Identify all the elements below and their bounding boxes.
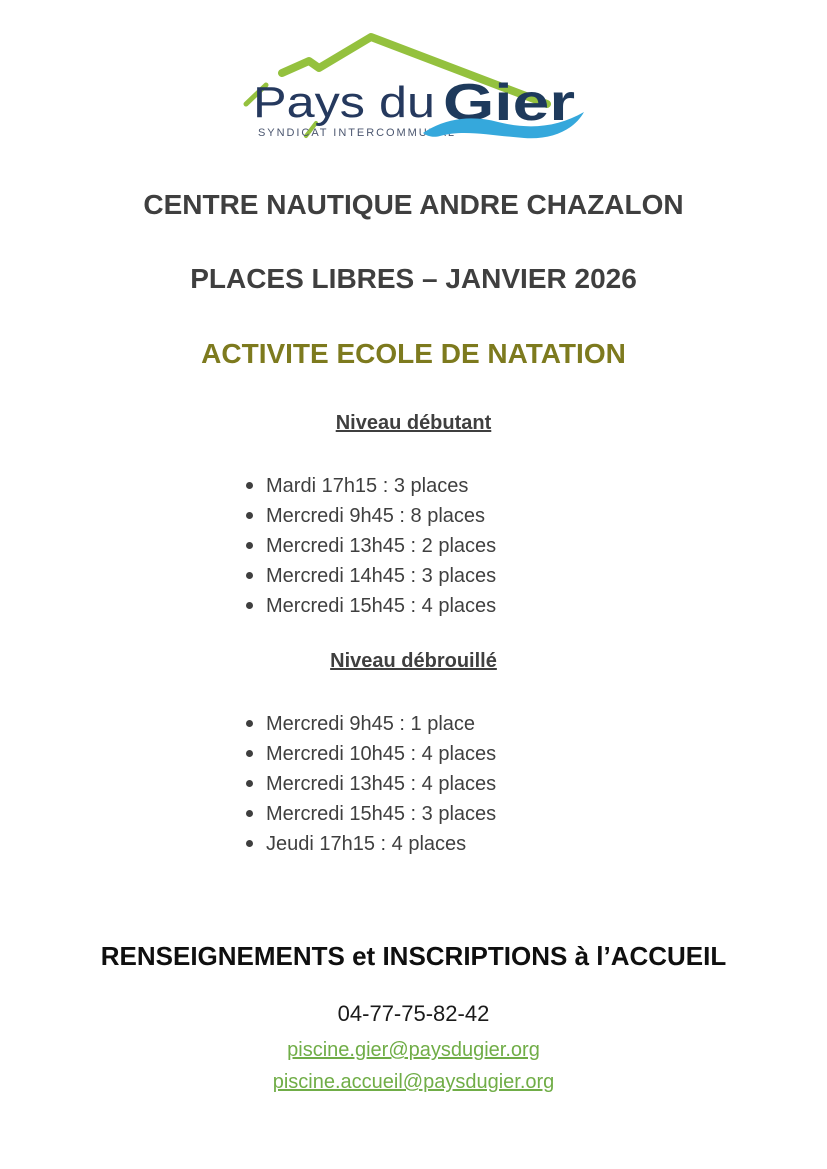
info-heading: RENSEIGNEMENTS et INSCRIPTIONS à l’ACCUE… bbox=[100, 940, 727, 971]
email-link-accueil[interactable]: piscine.accueil@paysdugier.org bbox=[272, 1071, 555, 1094]
list-item: Mercredi 14h45 : 3 places bbox=[243, 561, 827, 591]
mountain-icon bbox=[277, 33, 551, 108]
logo-subtitle: SYNDICAT INTERCOMMUNAL bbox=[258, 127, 454, 139]
level-heading-debutant: Niveau débutant bbox=[335, 411, 492, 434]
green-slash-icon bbox=[303, 121, 318, 138]
list-item: Mercredi 13h45 : 4 places bbox=[243, 769, 827, 799]
email-line: piscine.gier@paysdugier.org bbox=[0, 1035, 827, 1067]
email-links: piscine.gier@paysdugier.org piscine.accu… bbox=[0, 1035, 827, 1099]
slots-list-debutant: Mardi 17h15 : 3 places Mercredi 9h45 : 8… bbox=[0, 471, 827, 621]
phone-number: 04-77-75-82-42 bbox=[337, 1000, 490, 1026]
wave-icon bbox=[422, 112, 584, 139]
page-subtitle: PLACES LIBRES – JANVIER 2026 bbox=[190, 262, 637, 294]
activity-heading: ACTIVITE ECOLE DE NATATION bbox=[201, 338, 626, 370]
list-item: Mercredi 9h45 : 8 places bbox=[243, 501, 827, 531]
page-title: CENTRE NAUTIQUE ANDRE CHAZALON bbox=[143, 189, 684, 220]
slots-list-debrouille: Mercredi 9h45 : 1 place Mercredi 10h45 :… bbox=[0, 709, 827, 859]
list-item: Mercredi 10h45 : 4 places bbox=[243, 739, 827, 769]
list-item: Mercredi 9h45 : 1 place bbox=[243, 709, 827, 739]
green-slash-icon bbox=[243, 82, 268, 107]
list-item: Mercredi 13h45 : 2 places bbox=[243, 531, 827, 561]
list-item: Mercredi 15h45 : 4 places bbox=[243, 591, 827, 621]
email-line: piscine.accueil@paysdugier.org bbox=[0, 1067, 827, 1099]
pays-du-gier-logo: Pays du Gier SYNDICAT INTERCOMMUNAL bbox=[0, 28, 827, 146]
list-item: Mardi 17h15 : 3 places bbox=[243, 471, 827, 501]
list-item: Mercredi 15h45 : 3 places bbox=[243, 799, 827, 829]
list-item: Jeudi 17h15 : 4 places bbox=[243, 829, 827, 859]
pays-du-gier-logo-graphic: Pays du Gier SYNDICAT INTERCOMMUNAL bbox=[243, 33, 584, 139]
level-heading-debrouille: Niveau débrouillé bbox=[330, 649, 497, 672]
logo-brand-light: Pays du bbox=[253, 78, 435, 127]
email-link-gier[interactable]: piscine.gier@paysdugier.org bbox=[287, 1039, 540, 1062]
